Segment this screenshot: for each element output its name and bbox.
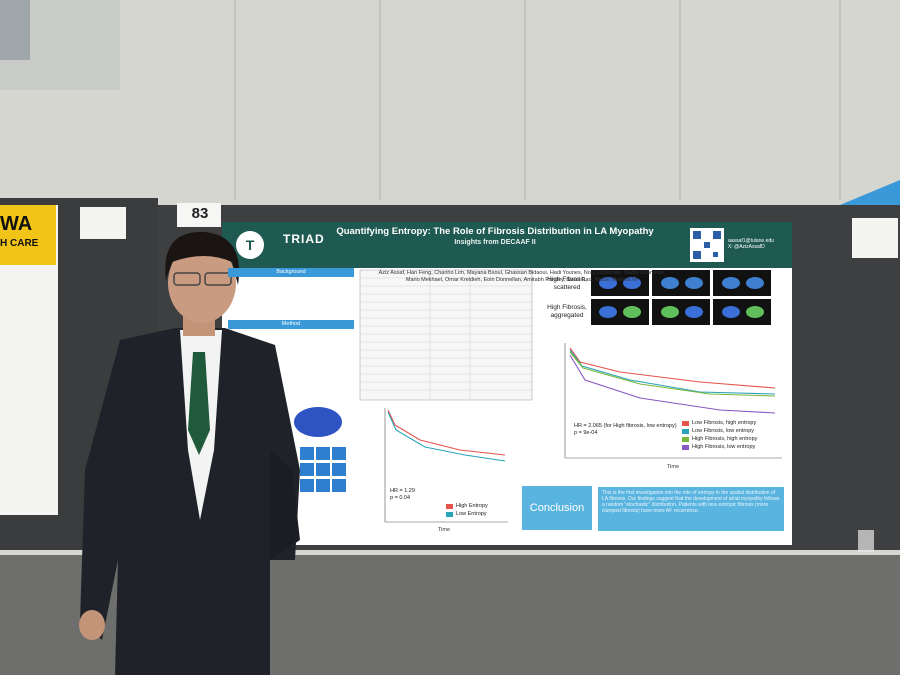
window xyxy=(0,0,30,60)
logo-mark: T xyxy=(246,237,255,253)
legend-swatch xyxy=(682,436,689,442)
image-label: High Fibrosis, scattered xyxy=(547,276,587,291)
hazard-ratio: HR = 2.065 (for High fibrosis, low entro… xyxy=(574,423,677,429)
legend-swatch xyxy=(446,503,453,509)
image-label: High Fibrosis, aggregated xyxy=(547,304,587,319)
x-axis-label: Time xyxy=(667,464,680,470)
poster-title: Quantifying Entropy: The Role of Fibrosi… xyxy=(336,226,654,237)
contact: aassaf1@tulane.edu X: @AzizAssafD xyxy=(728,238,790,250)
legend-label: High Fibrosis, low entropy xyxy=(692,444,756,451)
legend-swatch xyxy=(682,445,689,451)
legend-label: Low Fibrosis, low entropy xyxy=(692,428,755,435)
legend-item: High Fibrosis, low entropy xyxy=(682,444,757,451)
left-poster-banner-text: WA xyxy=(0,213,33,235)
authors: Aziz Assaf, Han Feng, Chanho Lim, Mayana… xyxy=(378,270,666,283)
paper-sign xyxy=(80,207,126,239)
km-plot-left xyxy=(384,408,508,523)
conclusion-heading: Conclusion xyxy=(522,486,592,530)
section-header: Method xyxy=(228,320,354,329)
logo-text: TRIAD xyxy=(283,232,325,246)
hazard-ratio: HR = 1.29 xyxy=(390,488,415,494)
conclusion-text: This is the first investigation into the… xyxy=(598,487,784,531)
legend-item: High Fibrosis, high entropy xyxy=(682,436,757,443)
paper-sign xyxy=(852,218,898,258)
contact-line: X: @AzizAssafD xyxy=(728,244,765,250)
legend-swatch xyxy=(682,428,689,434)
table-rows xyxy=(360,270,532,400)
left-poster-banner xyxy=(0,205,56,265)
legend-swatch xyxy=(446,511,453,517)
x-axis-label: Time xyxy=(438,527,451,533)
legend: Low Fibrosis, high entropy Low Fibrosis, … xyxy=(682,420,757,452)
legend-label: High Entropy xyxy=(456,503,488,509)
atrium-image xyxy=(294,407,342,437)
university-logo xyxy=(236,231,264,259)
qr-pattern xyxy=(693,231,721,259)
cup xyxy=(858,530,874,552)
legend-label: High Fibrosis, high entropy xyxy=(692,436,758,443)
legend: High Entropy Low Entropy xyxy=(446,503,488,519)
booth-number-card xyxy=(177,203,221,227)
km-plot-right xyxy=(564,343,782,459)
poster-subtitle: Insights from DECAAF II xyxy=(454,239,536,246)
stats-table xyxy=(359,269,533,401)
contact-line: aassaf1@tulane.edu xyxy=(728,238,774,244)
booth-number: 83 xyxy=(191,205,209,222)
legend-item: Low Entropy xyxy=(446,511,488,518)
p-value: p = 0.04 xyxy=(390,495,411,501)
p-value: p = 9e-04 xyxy=(574,430,598,436)
left-poster-banner-text: H CARE xyxy=(0,238,39,249)
atrial-maps xyxy=(591,270,771,325)
grid-tiles xyxy=(300,447,346,492)
legend-label: Low Fibrosis, high entropy xyxy=(692,420,757,426)
section-header: Background xyxy=(228,268,354,277)
blue-banner xyxy=(840,180,900,210)
legend-swatch xyxy=(682,420,689,426)
legend-item: High Entropy xyxy=(446,503,488,510)
legend-item: Low Fibrosis, low entropy xyxy=(682,428,757,435)
legend-item: Low Fibrosis, high entropy xyxy=(682,420,757,427)
person xyxy=(79,231,300,675)
legend-label: Low Entropy xyxy=(456,511,487,518)
wall-seams xyxy=(234,0,841,200)
